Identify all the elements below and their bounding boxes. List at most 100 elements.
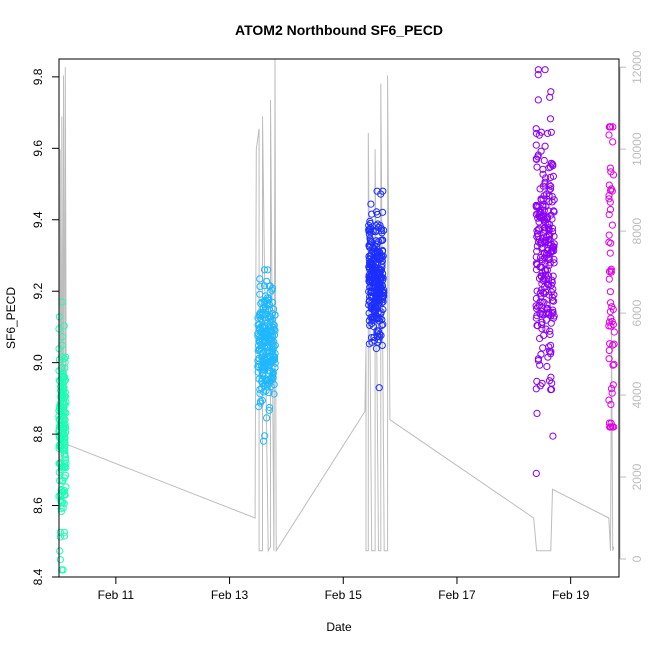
data-point bbox=[258, 377, 266, 385]
data-point bbox=[60, 384, 68, 392]
data-point bbox=[59, 383, 67, 391]
data-point bbox=[607, 168, 615, 176]
y-tick-label: 8.8 bbox=[31, 425, 45, 442]
data-point bbox=[378, 247, 387, 255]
data-point bbox=[261, 338, 269, 346]
data-point bbox=[60, 488, 68, 496]
data-point bbox=[605, 195, 613, 203]
data-point bbox=[60, 322, 68, 330]
data-point bbox=[546, 327, 554, 335]
data-point bbox=[544, 224, 553, 232]
data-point bbox=[606, 249, 614, 257]
data-point bbox=[257, 315, 265, 323]
data-point bbox=[533, 163, 541, 171]
data-point bbox=[258, 396, 266, 405]
data-point bbox=[61, 462, 69, 471]
data-point bbox=[269, 369, 277, 377]
data-point bbox=[544, 129, 552, 137]
data-point bbox=[606, 288, 615, 296]
data-point bbox=[378, 260, 386, 268]
data-point bbox=[609, 320, 618, 329]
data-point bbox=[366, 243, 374, 251]
data-point bbox=[370, 303, 378, 311]
data-point bbox=[607, 400, 615, 409]
data-point bbox=[255, 403, 263, 411]
data-point bbox=[60, 443, 69, 451]
data-point bbox=[270, 353, 279, 361]
data-point bbox=[379, 296, 387, 304]
secondary-line bbox=[59, 58, 615, 553]
data-point bbox=[543, 362, 551, 371]
data-point bbox=[549, 160, 557, 168]
data-point bbox=[268, 309, 276, 318]
data-point bbox=[533, 409, 541, 417]
data-point bbox=[268, 332, 277, 340]
data-point bbox=[537, 147, 545, 155]
data-point bbox=[609, 138, 617, 146]
data-point bbox=[545, 230, 553, 239]
data-point bbox=[61, 376, 70, 384]
data-point bbox=[549, 432, 557, 440]
data-point bbox=[537, 196, 545, 204]
data-point bbox=[605, 181, 613, 189]
data-point bbox=[549, 272, 557, 280]
data-point bbox=[609, 341, 617, 349]
data-point bbox=[256, 386, 264, 394]
data-point bbox=[605, 396, 613, 404]
data-point bbox=[532, 203, 540, 211]
data-point bbox=[532, 129, 541, 138]
data-point bbox=[547, 288, 556, 296]
data-point bbox=[377, 190, 385, 198]
data-point bbox=[60, 532, 69, 540]
y2-tick-label: 4000 bbox=[630, 381, 644, 408]
data-point bbox=[57, 392, 66, 400]
plot-frame bbox=[58, 58, 620, 578]
data-point bbox=[366, 265, 374, 273]
data-point bbox=[377, 225, 385, 233]
data-point bbox=[61, 401, 69, 409]
data-point bbox=[534, 303, 542, 311]
data-point bbox=[56, 399, 65, 407]
y-tick-label: 9.0 bbox=[31, 354, 45, 371]
data-point bbox=[371, 296, 379, 304]
data-point bbox=[609, 361, 617, 369]
data-point bbox=[256, 290, 264, 298]
data-point bbox=[372, 221, 380, 230]
data-point bbox=[607, 265, 615, 273]
data-point bbox=[607, 239, 615, 247]
data-point bbox=[62, 353, 70, 361]
data-point bbox=[542, 325, 550, 333]
data-point bbox=[608, 389, 616, 397]
data-point bbox=[543, 301, 551, 309]
data-point bbox=[267, 327, 275, 335]
data-point bbox=[255, 337, 263, 345]
data-point bbox=[548, 215, 556, 223]
data-point bbox=[262, 375, 270, 383]
y2-tick-label: 8000 bbox=[630, 217, 644, 244]
data-point bbox=[545, 377, 554, 385]
data-point bbox=[270, 380, 278, 389]
data-point bbox=[260, 282, 269, 290]
data-point bbox=[56, 441, 65, 449]
data-point bbox=[532, 259, 541, 267]
data-point bbox=[547, 182, 555, 190]
data-point bbox=[605, 131, 613, 139]
data-point bbox=[377, 308, 385, 316]
data-point bbox=[532, 294, 541, 303]
data-point bbox=[605, 275, 613, 283]
data-point bbox=[537, 238, 545, 246]
data-point bbox=[532, 469, 540, 477]
data-point bbox=[550, 259, 558, 267]
data-point bbox=[56, 528, 65, 537]
data-point bbox=[543, 305, 551, 313]
data-point bbox=[606, 198, 614, 206]
data-point bbox=[56, 421, 64, 430]
data-point bbox=[266, 288, 274, 296]
x-tick-label: Feb 15 bbox=[325, 588, 363, 602]
data-point bbox=[371, 256, 379, 264]
axes-layer: Feb 11 Feb 13 Feb 15 Feb 17 Feb 19 8.4 8.6 8.8 9… bbox=[31, 50, 644, 602]
data-point bbox=[534, 238, 543, 246]
data-point bbox=[547, 211, 555, 219]
data-point bbox=[254, 329, 262, 338]
data-point bbox=[541, 142, 549, 150]
